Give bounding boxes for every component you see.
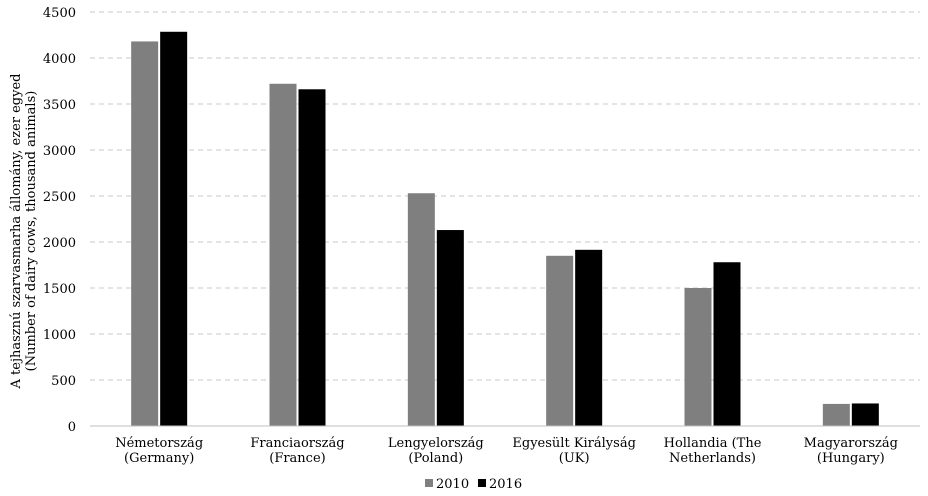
bar-2016-4 (713, 262, 741, 426)
y-axis-title: A tejhasznú szarvasmarha állomány, ezer … (9, 74, 39, 390)
y-axis-tick-labels: 0 500 1000 1500 2000 2500 3000 3500 4000 4500 (43, 6, 76, 435)
y-tick-label: 4500 (43, 6, 76, 21)
y-axis-label: A tejhasznú szarvasmarha állomány, ezer … (9, 74, 39, 390)
x-category-label-line: (Germany) (124, 451, 194, 466)
x-category-label-line: Lengyelország (388, 436, 484, 451)
legend-swatch-2010 (425, 479, 433, 487)
bar-2010-5 (822, 403, 850, 426)
y-tick-label: 2500 (43, 190, 76, 205)
bar-2016-2 (436, 230, 464, 426)
x-category-label-line: Netherlands) (669, 451, 756, 466)
bar-2010-3 (546, 255, 574, 426)
bar-2010-1 (269, 83, 297, 426)
y-tick-label: 3500 (43, 98, 76, 113)
bar-2010-4 (684, 288, 712, 426)
bar-2010-0 (131, 41, 159, 426)
y-tick-label: 4000 (43, 52, 76, 67)
legend: 2010 2016 (425, 477, 522, 492)
x-category-label-line: Magyarország (804, 436, 898, 451)
y-tick-label: 0 (68, 420, 76, 435)
legend-swatch-2016 (478, 479, 486, 487)
x-category-label-line: Franciaország (250, 436, 344, 451)
x-category-label-line: Hollandia (The (664, 436, 762, 451)
x-category-label-line: Egyesült Királyság (512, 436, 636, 451)
legend-label-2010: 2010 (436, 477, 469, 492)
x-category-label-line: Németország (115, 436, 203, 451)
grid-lines (90, 11, 920, 381)
x-category-label: Németország (Germany) (115, 436, 203, 466)
bar-2016-1 (298, 89, 326, 426)
x-category-label-line: (UK) (559, 451, 590, 466)
legend-label-2016: 2016 (489, 477, 522, 492)
y-tick-label: 1500 (43, 282, 76, 297)
y-axis-title-line: A tejhasznú szarvasmarha állomány, ezer … (9, 74, 24, 390)
x-category-label: Hollandia (The Netherlands) (664, 436, 762, 466)
x-category-label: Franciaország (France) (250, 436, 344, 466)
x-category-label-line: (France) (269, 451, 325, 466)
y-tick-label: 3000 (43, 144, 76, 159)
x-category-label-line: (Poland) (408, 451, 463, 466)
x-category-label: Magyarország (Hungary) (804, 436, 898, 466)
x-category-label: Lengyelország (Poland) (388, 436, 484, 466)
y-tick-label: 2000 (43, 236, 76, 251)
y-axis-title-line: (Number of dairy cows, thousand animals) (24, 91, 39, 372)
x-axis-category-labels: Németország (Germany) Franciaország (France… (115, 436, 898, 466)
bar-2016-5 (851, 403, 879, 426)
y-tick-label: 1000 (43, 328, 76, 343)
bar-2016-3 (575, 249, 603, 426)
bar-2010-2 (407, 193, 435, 426)
x-category-label: Egyesült Királyság (UK) (512, 436, 636, 466)
bars (131, 31, 879, 427)
y-tick-label: 500 (51, 374, 76, 389)
x-category-label-line: (Hungary) (817, 451, 885, 466)
bar-2016-0 (160, 31, 188, 427)
